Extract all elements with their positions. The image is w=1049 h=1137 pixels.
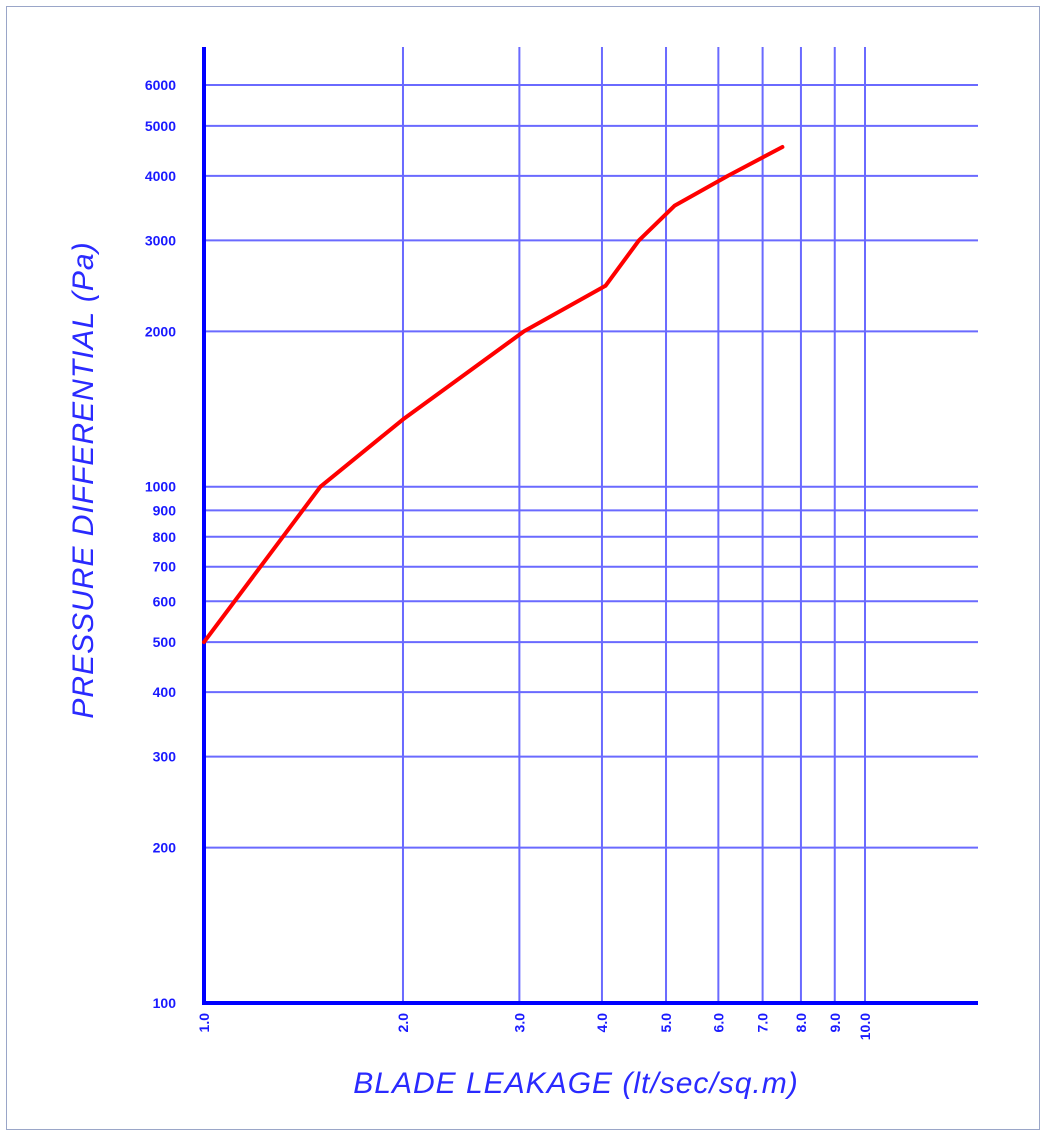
x-tick-label: 6.0 [710,1013,726,1033]
y-tick-label: 5000 [145,118,176,134]
y-tick-labels: 100 200 300 400 500 600 700 800 900 1000 2000 3000 4… [145,77,176,1011]
x-tick-label: 2.0 [395,1013,411,1033]
y-tick-label: 500 [153,634,177,650]
x-tick-label: 3.0 [511,1013,527,1033]
y-tick-label: 1000 [145,479,176,495]
y-axis-title: PRESSURE DIFFERENTIAL (Pa) [67,241,100,718]
y-tick-label: 400 [153,684,177,700]
y-tick-label: 3000 [145,232,176,248]
chart-frame [6,6,1040,1130]
x-tick-labels: 1.0 2.0 3.0 4.0 5.0 6.0 7.0 8.0 9.0 10.0 [196,1013,873,1040]
y-tick-label: 600 [153,593,177,609]
y-tick-label: 6000 [145,77,176,93]
y-tick-label: 800 [153,529,177,545]
x-tick-label: 8.0 [793,1013,809,1033]
y-tick-label: 900 [153,502,177,518]
x-axis-title: BLADE LEAKAGE (lt/sec/sq.m) [353,1067,798,1100]
x-tick-label: 5.0 [658,1013,674,1033]
x-tick-label: 4.0 [594,1013,610,1033]
grid [204,47,978,1003]
y-tick-label: 2000 [145,323,176,339]
y-tick-label: 300 [153,749,177,765]
axes [202,47,978,1005]
y-tick-label: 700 [153,559,177,575]
x-tick-label: 1.0 [196,1013,212,1033]
y-tick-label: 100 [153,995,177,1011]
x-tick-label: 9.0 [827,1013,843,1033]
data-series [202,145,785,645]
x-tick-label: 7.0 [755,1013,771,1033]
series-line [202,145,785,645]
y-tick-label: 200 [153,840,177,856]
y-tick-label: 4000 [145,168,176,184]
x-tick-label: 10.0 [857,1013,873,1040]
